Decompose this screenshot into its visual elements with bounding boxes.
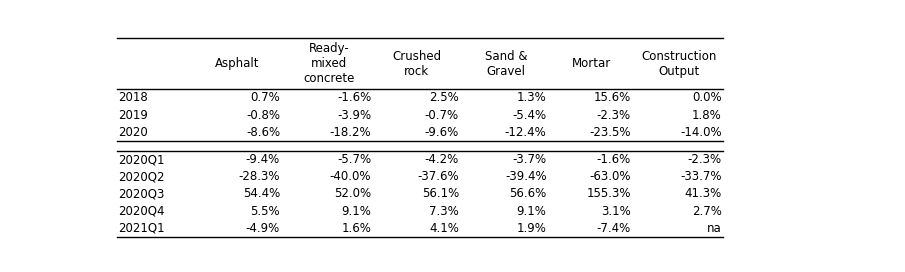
Text: Sand &
Gravel: Sand & Gravel [485,50,527,78]
Text: -12.4%: -12.4% [505,126,547,139]
Text: 0.7%: 0.7% [251,91,280,104]
Text: 2020Q2: 2020Q2 [118,170,165,183]
Text: 54.4%: 54.4% [243,187,280,200]
Text: -0.7%: -0.7% [424,109,459,122]
Text: Ready-
mixed
concrete: Ready- mixed concrete [303,42,355,85]
Text: -5.7%: -5.7% [337,153,371,166]
Text: 2.5%: 2.5% [429,91,459,104]
Text: 3.1%: 3.1% [601,205,631,218]
Text: 2021Q1: 2021Q1 [118,222,165,235]
Text: -2.3%: -2.3% [688,153,722,166]
Text: -2.3%: -2.3% [596,109,631,122]
Text: -5.4%: -5.4% [512,109,547,122]
Text: 2019: 2019 [118,109,148,122]
Text: -4.9%: -4.9% [246,222,280,235]
Text: 155.3%: 155.3% [586,187,631,200]
Text: 1.8%: 1.8% [692,109,722,122]
Text: 9.1%: 9.1% [341,205,371,218]
Text: 1.3%: 1.3% [517,91,547,104]
Text: Asphalt: Asphalt [215,57,260,70]
Text: -8.6%: -8.6% [246,126,280,139]
Text: 1.6%: 1.6% [341,222,371,235]
Text: -63.0%: -63.0% [589,170,631,183]
Text: 2020Q1: 2020Q1 [118,153,165,166]
Text: -3.7%: -3.7% [512,153,547,166]
Text: -39.4%: -39.4% [505,170,547,183]
Text: na: na [707,222,722,235]
Text: 52.0%: 52.0% [334,187,371,200]
Text: Construction
Output: Construction Output [642,50,717,78]
Text: -33.7%: -33.7% [681,170,722,183]
Text: -40.0%: -40.0% [329,170,371,183]
Text: 41.3%: 41.3% [685,187,722,200]
Text: 2018: 2018 [118,91,148,104]
Text: -23.5%: -23.5% [589,126,631,139]
Text: -1.6%: -1.6% [596,153,631,166]
Text: 4.1%: 4.1% [429,222,459,235]
Text: -1.6%: -1.6% [337,91,371,104]
Text: -37.6%: -37.6% [417,170,459,183]
Text: Mortar: Mortar [572,57,612,70]
Text: -7.4%: -7.4% [596,222,631,235]
Text: 2.7%: 2.7% [692,205,722,218]
Text: 9.1%: 9.1% [517,205,547,218]
Text: 15.6%: 15.6% [594,91,631,104]
Text: 5.5%: 5.5% [251,205,280,218]
Text: 56.6%: 56.6% [510,187,547,200]
Text: -4.2%: -4.2% [424,153,459,166]
Text: -18.2%: -18.2% [329,126,371,139]
Text: 56.1%: 56.1% [422,187,459,200]
Text: -9.4%: -9.4% [246,153,280,166]
Text: Crushed
rock: Crushed rock [392,50,441,78]
Text: 2020Q3: 2020Q3 [118,187,165,200]
Text: 2020Q4: 2020Q4 [118,205,165,218]
Text: -0.8%: -0.8% [246,109,280,122]
Text: 7.3%: 7.3% [429,205,459,218]
Text: 1.9%: 1.9% [517,222,547,235]
Text: 0.0%: 0.0% [692,91,722,104]
Text: -28.3%: -28.3% [239,170,280,183]
Text: -3.9%: -3.9% [337,109,371,122]
Text: -9.6%: -9.6% [424,126,459,139]
Text: -14.0%: -14.0% [681,126,722,139]
Text: 2020: 2020 [118,126,148,139]
